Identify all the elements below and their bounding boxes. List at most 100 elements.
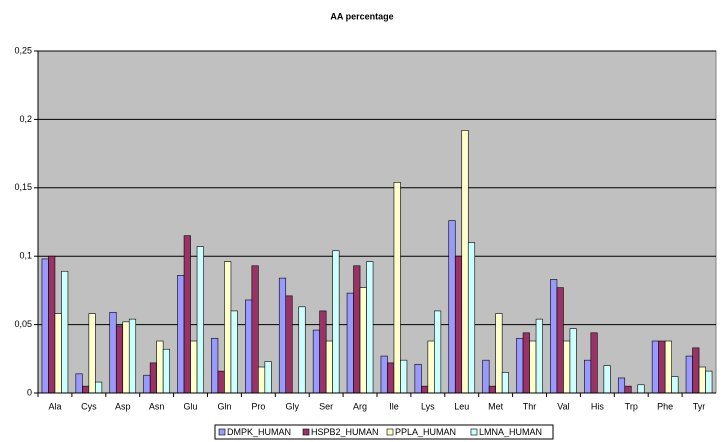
bar [162,348,170,394]
bar [624,385,632,394]
bar [353,265,361,394]
x-tick-label: Gln [217,401,231,411]
y-tick-label: 0,25 [14,45,32,55]
legend-label: HSPB2_HUMAN [311,427,379,437]
bar [421,385,429,394]
bar [88,313,96,394]
legend-label: LMNA_HUMAN [479,427,542,437]
legend-swatch [386,428,394,436]
bar [224,261,232,394]
bar [128,318,137,394]
bar [258,366,266,394]
y-tick-label: 0,15 [14,182,32,192]
bar [393,182,401,394]
legend-box [214,424,554,440]
bar [230,310,238,394]
bar [482,359,490,394]
bar [346,292,354,394]
legend-label: DMPK_HUMAN [227,427,291,437]
bar [569,328,577,394]
bar [434,310,442,394]
bar [556,287,564,394]
x-tick-label: Asp [115,401,131,411]
bar [501,372,509,394]
legend-swatch [218,428,226,436]
bar [651,340,659,394]
bar [251,265,259,394]
bar [671,376,679,394]
bar [400,359,408,394]
bar [563,340,571,394]
x-tick-label: His [591,401,604,411]
bar [617,377,626,394]
y-tick-label: 0,05 [14,319,32,329]
bar [143,374,151,394]
bar [590,332,598,394]
bar [685,355,693,394]
x-tick-label: Gly [286,401,300,411]
bar [692,347,700,394]
legend-swatch [302,428,310,436]
x-tick-label: Lys [421,401,435,411]
legend-label: PPLA_HUMAN [395,427,456,437]
bar [698,366,706,394]
x-tick-label: Val [557,401,569,411]
bar [535,318,543,394]
x-tick-label: Met [488,401,504,411]
bar [75,373,83,394]
bar [359,287,367,394]
bar [414,363,422,394]
bar [278,277,287,394]
bar [95,381,103,394]
bar [454,255,463,394]
bar [156,340,164,394]
bar [298,306,306,394]
bar [264,361,272,394]
x-tick-label: Leu [454,401,469,411]
bar [196,246,204,394]
bar [522,332,530,394]
bar [149,362,157,394]
bar [380,355,388,394]
x-tick-label: Ala [48,401,61,411]
x-tick-label: Thr [523,401,537,411]
bar [122,321,130,394]
x-tick-label: Ile [389,401,399,411]
bar [48,255,56,394]
bar [211,337,219,394]
bar [448,220,456,394]
chart-title: AA percentage [330,11,393,21]
bar [495,313,503,394]
bar [664,340,672,394]
bar [325,340,333,394]
bar [427,340,435,394]
bar [366,261,374,394]
bar [705,370,713,394]
bar [245,299,253,394]
x-tick-label: Asn [149,401,165,411]
x-tick-label: Trp [625,401,638,411]
bar [637,384,645,394]
bar [516,337,524,394]
x-tick-label: Ser [319,401,333,411]
bar [332,250,340,394]
bar [550,279,558,394]
bar [177,275,185,394]
bar [54,313,62,394]
plot-area [37,50,717,394]
bar [41,258,49,394]
bar [190,340,198,394]
bar [82,385,90,394]
bar [109,311,117,394]
bar [319,310,327,394]
bar [658,340,666,394]
bar [461,130,469,394]
bar [584,359,592,394]
bar [115,325,124,394]
bar [61,270,69,394]
bar [467,242,476,394]
bar [603,365,611,394]
bar [529,340,537,394]
bar [387,362,395,394]
